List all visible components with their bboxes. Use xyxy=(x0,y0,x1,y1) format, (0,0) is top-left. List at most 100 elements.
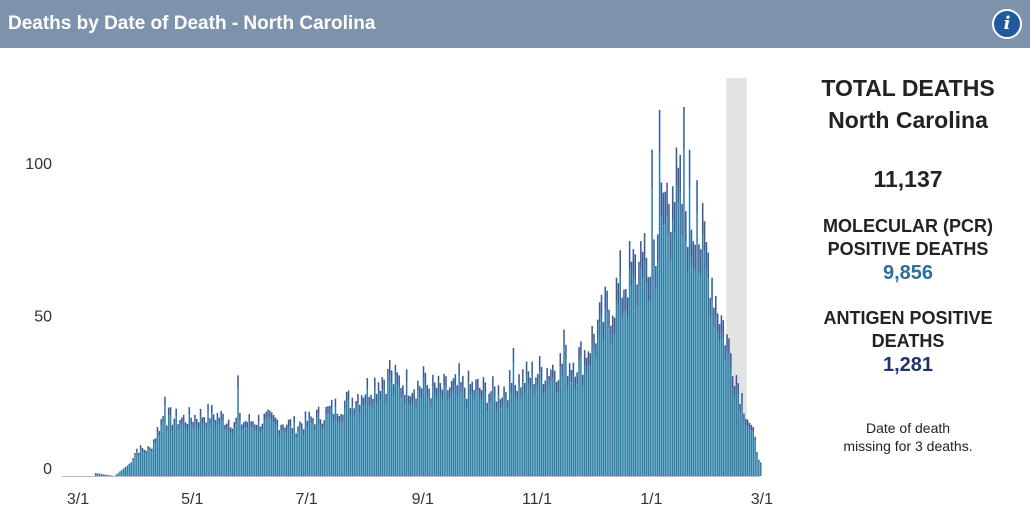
bar-segment-series-1 xyxy=(492,387,494,476)
bar-segment-series-1 xyxy=(334,407,337,476)
bar-segment-series-1 xyxy=(641,277,644,476)
bar-segment-series-1 xyxy=(220,418,222,476)
bar-segment-series-1 xyxy=(149,450,151,476)
bar-segment-series-2 xyxy=(582,374,584,387)
bar-segment-series-2 xyxy=(244,420,247,428)
bar-segment-series-1 xyxy=(623,311,625,476)
bar-segment-series-1 xyxy=(486,411,488,476)
bar-segment-series-2 xyxy=(252,421,254,428)
bar-segment-series-2 xyxy=(589,353,592,368)
bar-segment-series-1 xyxy=(147,449,149,476)
bar-segment-series-1 xyxy=(518,385,520,476)
bar-segment-series-1 xyxy=(621,318,623,476)
bar-segment-series-2 xyxy=(552,364,554,378)
bar-segment-series-1 xyxy=(96,473,99,476)
bar-segment-series-1 xyxy=(181,424,183,476)
bar-segment-series-2 xyxy=(355,400,357,410)
x-tick-label: 11/1 xyxy=(522,491,552,508)
bar-segment-series-2 xyxy=(516,390,518,401)
bar-segment-series-2 xyxy=(270,412,273,420)
bar-segment-series-2 xyxy=(265,411,267,420)
bar-segment-series-1 xyxy=(269,418,271,476)
bar-segment-series-2 xyxy=(542,384,545,395)
bar-segment-series-1 xyxy=(374,388,376,476)
pcr-deaths-value: 9,856 xyxy=(882,262,934,284)
bar-segment-series-2 xyxy=(505,392,507,402)
antigen-deaths-value: 1,281 xyxy=(882,354,934,376)
bar-segment-series-2 xyxy=(164,396,166,406)
bar-segment-series-2 xyxy=(473,389,475,400)
bar-segment-series-2 xyxy=(711,277,713,301)
bar-segment-series-2 xyxy=(681,203,683,236)
bar-segment-series-1 xyxy=(336,420,339,476)
antigen-label-line1: ANTIGEN POSITIVE xyxy=(823,308,993,328)
bar-segment-series-2 xyxy=(377,382,380,394)
bar-segment-series-2 xyxy=(595,343,597,359)
bar-segment-series-2 xyxy=(447,390,449,401)
bar-segment-series-2 xyxy=(312,418,314,425)
bar-segment-series-1 xyxy=(585,371,588,476)
bar-segment-series-2 xyxy=(407,395,410,405)
bar-segment-series-2 xyxy=(615,277,618,301)
bar-segment-series-2 xyxy=(580,341,582,357)
bar-segment-series-1 xyxy=(166,431,168,476)
bar-segment-series-2 xyxy=(677,167,680,204)
bar-segment-series-1 xyxy=(450,391,453,476)
bar-segment-series-1 xyxy=(344,409,346,476)
bar-segment-series-1 xyxy=(610,343,612,476)
bar-segment-series-2 xyxy=(241,424,243,431)
info-icon[interactable]: i xyxy=(992,9,1022,39)
bar-segment-series-1 xyxy=(452,389,455,476)
bar-segment-series-2 xyxy=(456,385,459,396)
bar-segment-series-1 xyxy=(141,451,144,476)
bar-segment-series-2 xyxy=(750,424,753,431)
x-tick-label: 9/1 xyxy=(412,491,434,508)
bar-segment-series-2 xyxy=(203,417,206,424)
bar-segment-series-2 xyxy=(563,329,565,347)
bar-segment-series-1 xyxy=(364,403,367,476)
bar-segment-series-2 xyxy=(664,191,666,225)
bar-segment-series-1 xyxy=(312,424,314,476)
bar-segment-series-2 xyxy=(267,409,269,418)
bar-segment-series-1 xyxy=(555,392,558,476)
bar-segment-series-2 xyxy=(621,297,623,319)
bar-segment-series-2 xyxy=(405,369,408,382)
bar-segment-series-2 xyxy=(269,410,271,419)
bar-segment-series-1 xyxy=(640,268,642,476)
bar-segment-series-2 xyxy=(675,147,678,186)
bar-segment-series-2 xyxy=(197,422,200,429)
bar-segment-series-1 xyxy=(503,396,505,476)
bar-segment-series-2 xyxy=(660,182,663,217)
bar-segment-series-2 xyxy=(212,414,215,422)
bar-segment-series-1 xyxy=(441,399,444,476)
bar-segment-series-1 xyxy=(745,425,747,476)
bar-segment-series-1 xyxy=(743,420,745,476)
bar-segment-series-2 xyxy=(360,395,363,405)
bar-segment-series-1 xyxy=(463,397,466,476)
bar-segment-series-1 xyxy=(728,354,730,476)
bar-segment-series-2 xyxy=(332,413,335,422)
bar-segment-series-2 xyxy=(550,369,552,382)
bar-segment-series-2 xyxy=(703,221,706,251)
bar-segment-series-2 xyxy=(724,345,726,361)
bar-segment-series-2 xyxy=(128,463,131,466)
bar-segment-series-2 xyxy=(692,241,695,269)
bar-segment-series-1 xyxy=(94,473,97,476)
bar-segment-series-1 xyxy=(508,382,511,476)
bar-segment-series-2 xyxy=(224,424,226,431)
bar-segment-series-2 xyxy=(568,363,571,377)
bar-segment-series-1 xyxy=(611,334,614,476)
bar-segment-series-2 xyxy=(508,369,511,383)
bar-segment-series-1 xyxy=(473,399,475,476)
bar-segment-series-2 xyxy=(645,257,648,283)
bar-segment-series-1 xyxy=(625,310,627,476)
bar-segment-series-2 xyxy=(415,398,417,408)
bar-segment-series-1 xyxy=(505,401,507,476)
bar-segment-series-2 xyxy=(402,385,404,396)
bar-segment-series-1 xyxy=(460,392,462,476)
bar-segment-series-2 xyxy=(574,376,577,389)
bar-segment-series-1 xyxy=(282,430,284,476)
bar-segment-series-2 xyxy=(685,211,687,242)
bar-segment-series-1 xyxy=(649,299,651,476)
bar-segment-series-1 xyxy=(445,387,447,476)
